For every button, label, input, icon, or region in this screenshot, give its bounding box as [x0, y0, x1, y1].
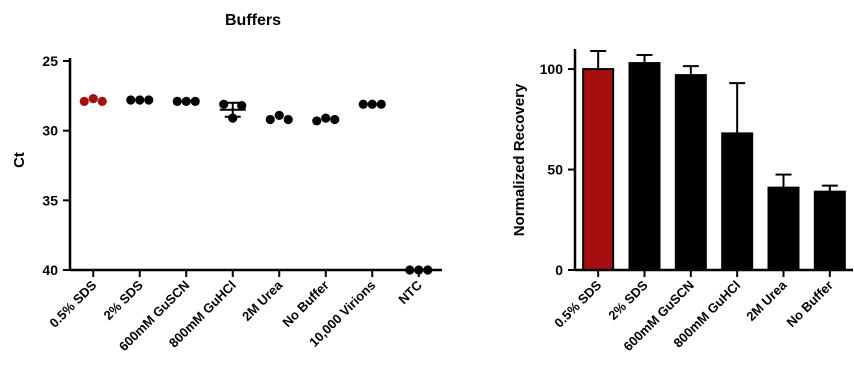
- bar: [628, 62, 661, 272]
- data-point: [144, 95, 154, 105]
- data-point: [126, 95, 136, 105]
- data-point: [274, 110, 284, 120]
- bar: [767, 186, 800, 271]
- x-tick-label: 2M Urea: [239, 277, 286, 324]
- data-point: [135, 95, 145, 105]
- data-point: [423, 265, 433, 275]
- bar: [674, 74, 707, 271]
- x-tick-label: 2% SDS: [605, 277, 651, 323]
- data-point: [358, 99, 368, 109]
- data-point: [414, 265, 424, 275]
- data-point: [219, 99, 229, 109]
- chart-title: Buffers: [225, 12, 281, 29]
- data-point: [265, 114, 275, 125]
- bar: [721, 132, 754, 271]
- y-tick-label: 35: [42, 192, 58, 208]
- data-point: [405, 265, 415, 275]
- bar: [582, 68, 615, 271]
- y-tick-label: 50: [547, 162, 563, 178]
- y-axis-label: Ct: [11, 152, 28, 168]
- data-point: [228, 113, 238, 123]
- data-point: [321, 113, 331, 123]
- data-point: [376, 99, 386, 109]
- x-tick-label: No Buffer: [783, 278, 835, 330]
- data-point: [88, 94, 98, 104]
- data-point: [330, 114, 340, 125]
- data-point: [237, 100, 247, 111]
- data-point: [283, 114, 293, 125]
- y-tick-label: 40: [42, 262, 58, 278]
- x-tick-label: 0.5% SDS: [46, 277, 99, 330]
- data-point: [79, 96, 89, 107]
- x-tick-label: 2M Urea: [743, 277, 790, 324]
- data-point: [367, 99, 377, 109]
- y-tick-label: 100: [540, 61, 564, 77]
- data-point: [181, 96, 191, 107]
- data-point: [97, 96, 107, 107]
- x-tick-label: 0.5% SDS: [551, 277, 604, 330]
- data-point: [172, 96, 182, 107]
- y-tick-label: 25: [42, 53, 58, 69]
- recovery-bar-chart: Normalized Recovery 0 50 100 0.5% SDS 2% SDS…: [511, 49, 853, 354]
- y-axis-label: Normalized Recovery: [511, 83, 528, 236]
- x-tick-label: 2% SDS: [101, 277, 147, 323]
- data-point: [312, 116, 322, 126]
- y-tick-label: 30: [42, 123, 58, 139]
- data-point: [190, 96, 200, 107]
- x-tick-label: NTC: [395, 277, 425, 307]
- y-tick-label: 0: [555, 262, 563, 278]
- bar: [813, 190, 846, 272]
